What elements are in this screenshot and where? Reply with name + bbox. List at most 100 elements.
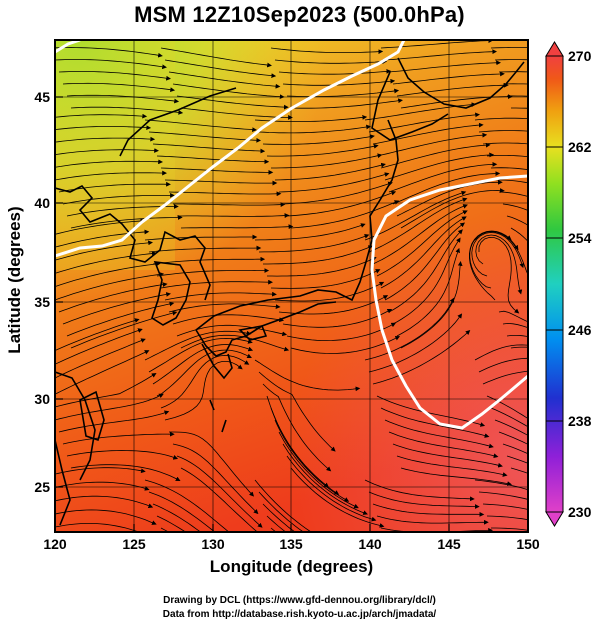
streamline — [469, 230, 512, 301]
streamline — [372, 503, 485, 517]
streamline — [160, 167, 274, 175]
streamline — [498, 191, 528, 197]
streamline — [55, 148, 159, 156]
credit-data: Data from http://database.rish.kyoto-u.a… — [162, 609, 437, 620]
streamline — [254, 223, 366, 241]
streamline — [286, 88, 400, 97]
streamline — [144, 119, 257, 133]
streamline — [144, 479, 230, 532]
y-tick-label: 25 — [34, 479, 50, 495]
x-tick-label: 120 — [43, 536, 67, 552]
streamline — [148, 491, 216, 532]
streamline — [502, 322, 528, 329]
streamline — [494, 59, 528, 61]
streamline — [55, 350, 150, 395]
streamline — [380, 216, 467, 289]
temperature-contours — [55, 40, 528, 430]
streamline — [372, 329, 471, 385]
streamline — [164, 179, 278, 186]
streamline — [55, 113, 148, 119]
streamline — [396, 82, 509, 97]
x-tick-label: 130 — [201, 536, 225, 552]
streamline — [482, 370, 528, 385]
streamline — [267, 256, 377, 277]
streamline — [176, 455, 263, 528]
streamline — [164, 361, 243, 421]
streamline — [66, 94, 180, 104]
colorbar-label: 238 — [568, 413, 592, 429]
x-tick-label: 125 — [122, 536, 146, 552]
streamline — [177, 213, 290, 218]
streamline — [55, 523, 140, 532]
streamline — [290, 98, 403, 109]
streamline — [55, 467, 146, 475]
streamline — [376, 210, 468, 277]
streamline — [62, 292, 171, 325]
streamline — [486, 515, 528, 521]
streamline — [58, 410, 170, 433]
x-axis-label: Longitude (degrees) — [209, 557, 374, 576]
streamline — [368, 112, 480, 133]
streamline — [70, 464, 181, 482]
streamline — [506, 455, 528, 464]
streamline — [286, 322, 397, 342]
streamline — [55, 47, 163, 58]
streamline — [55, 218, 146, 235]
streamline — [482, 503, 528, 510]
streamline — [62, 193, 175, 205]
streamline — [475, 234, 523, 295]
streamline — [486, 395, 528, 420]
streamline — [490, 407, 528, 428]
streamline — [55, 240, 153, 261]
streamline — [172, 83, 285, 100]
colorbar-label: 270 — [568, 48, 592, 64]
streamline — [278, 172, 390, 193]
streamline — [55, 261, 161, 288]
colorbar-max-triangle — [545, 41, 564, 57]
streamline — [55, 373, 157, 408]
lat-lon-grid — [55, 40, 528, 532]
colorbar-label: 254 — [568, 230, 592, 246]
y-tick-label: 30 — [34, 391, 50, 407]
streamline — [55, 393, 164, 421]
credit-drawing: Drawing by DCL (https://www.gfd-dennou.o… — [163, 595, 436, 606]
streamline — [173, 202, 286, 207]
streamline — [66, 450, 179, 460]
streamline — [400, 467, 513, 486]
streamline — [55, 251, 157, 274]
streamline — [62, 82, 176, 93]
streamline — [282, 78, 396, 86]
streamline — [474, 117, 528, 121]
streamline — [368, 197, 468, 253]
streamline — [258, 234, 370, 253]
streamline — [376, 515, 489, 525]
streamline — [55, 136, 156, 143]
streamline — [482, 142, 528, 145]
streamline — [263, 245, 374, 265]
streamline — [164, 59, 277, 79]
streamline — [380, 407, 490, 438]
streamline — [502, 443, 528, 455]
streamline — [506, 335, 528, 338]
streamline — [180, 224, 294, 230]
y-tick-label: 40 — [34, 195, 50, 211]
streamline — [156, 349, 252, 397]
streamline — [392, 237, 461, 325]
streamline — [364, 190, 467, 241]
streamline — [506, 95, 528, 97]
streamline — [392, 443, 503, 468]
streamline — [144, 330, 252, 361]
streamline — [180, 334, 290, 352]
x-tick-labels: 120 125 130 135 140 145 150 — [43, 536, 540, 552]
streamline — [290, 467, 385, 528]
streamline — [148, 245, 262, 253]
x-ticks — [54, 524, 529, 532]
streamline — [384, 49, 498, 61]
x-tick-label: 145 — [437, 536, 461, 552]
streamline — [282, 443, 368, 515]
streamline — [491, 527, 528, 531]
streamline — [152, 256, 266, 265]
streamline — [164, 291, 277, 301]
streamline — [58, 282, 168, 313]
